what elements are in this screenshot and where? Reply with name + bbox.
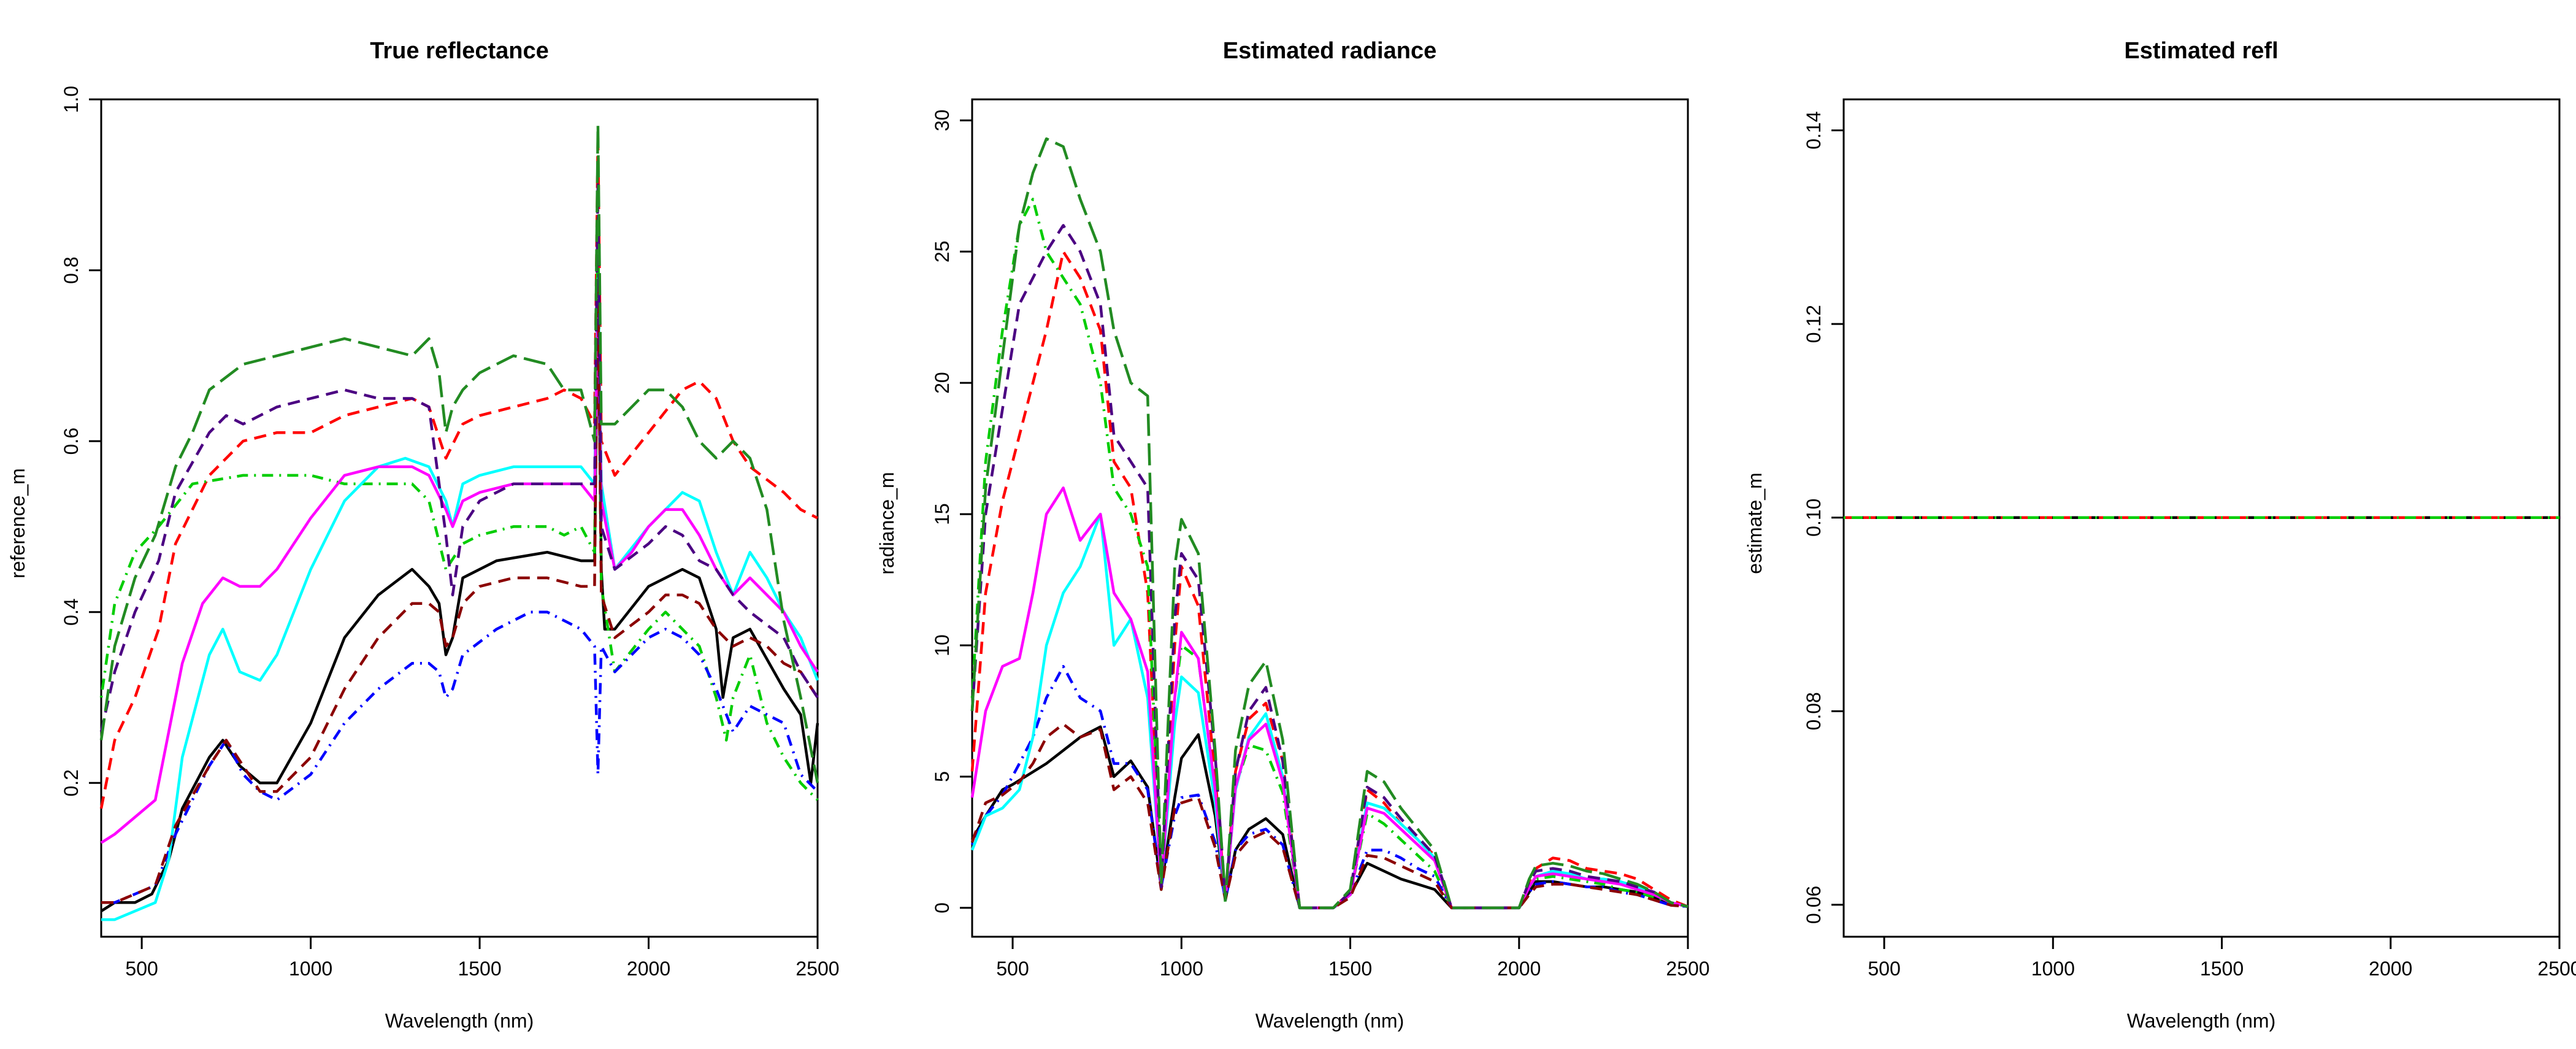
y-tick-label: 0 bbox=[931, 902, 953, 913]
series-line-4 bbox=[970, 665, 1689, 910]
series-line-5 bbox=[970, 512, 1689, 910]
series-line-6 bbox=[100, 303, 819, 844]
x-tick-label: 2500 bbox=[2537, 958, 2576, 980]
y-tick-label: 0.12 bbox=[1803, 305, 1825, 343]
y-tick-label: 0.08 bbox=[1803, 692, 1825, 730]
series-line-3 bbox=[970, 198, 1689, 910]
x-tick-label: 1500 bbox=[458, 958, 501, 980]
x-axis-label: Wavelength (nm) bbox=[1255, 1010, 1404, 1032]
plot-frame bbox=[971, 98, 1689, 938]
series-line-1 bbox=[971, 725, 1689, 910]
series-line-8 bbox=[99, 183, 819, 732]
y-tick-label: 30 bbox=[931, 109, 953, 131]
y-tick-label: 1.0 bbox=[60, 86, 82, 113]
series-line-7 bbox=[970, 723, 1689, 910]
y-tick-label: 10 bbox=[931, 634, 953, 656]
y-tick-label: 20 bbox=[931, 372, 953, 394]
x-tick-label: 2000 bbox=[2369, 958, 2412, 980]
series-line-5 bbox=[101, 277, 819, 921]
x-tick-label: 2000 bbox=[627, 958, 670, 980]
chart-title: Estimated radiance bbox=[1223, 38, 1436, 64]
series-line-2 bbox=[99, 132, 819, 809]
y-tick-label: 5 bbox=[931, 771, 953, 782]
x-tick-label: 1000 bbox=[289, 958, 332, 980]
y-axis-label: reference_m bbox=[7, 468, 29, 578]
y-tick-label: 0.4 bbox=[60, 598, 82, 625]
series-line-9 bbox=[99, 123, 819, 783]
series-line-3 bbox=[99, 209, 819, 801]
y-tick-label: 15 bbox=[931, 503, 953, 525]
x-tick-label: 2000 bbox=[1497, 958, 1541, 980]
x-tick-label: 1500 bbox=[1328, 958, 1372, 980]
panel-estimated-radiance: Estimated radiance Wavelength (nm) radia… bbox=[876, 38, 1710, 1032]
series-line-1 bbox=[100, 286, 819, 913]
panel-estimated-refl: Estimated refl Wavelength (nm) estimate_… bbox=[1744, 38, 2576, 1032]
y-tick-label: 0.8 bbox=[60, 256, 82, 283]
series-line-2 bbox=[970, 250, 1689, 910]
y-tick-label: 0.10 bbox=[1803, 499, 1825, 537]
chart-title: Estimated refl bbox=[2124, 38, 2278, 64]
series-line-7 bbox=[101, 277, 819, 904]
y-axis-label: estimate_m bbox=[1744, 472, 1766, 574]
y-axis-label: radiance_m bbox=[876, 472, 898, 574]
x-tick-label: 1000 bbox=[2031, 958, 2075, 980]
series-line-9 bbox=[970, 137, 1689, 910]
x-tick-label: 2500 bbox=[795, 958, 839, 980]
x-tick-label: 1500 bbox=[2200, 958, 2244, 980]
x-tick-label: 1000 bbox=[1160, 958, 1203, 980]
x-tick-label: 500 bbox=[125, 958, 158, 980]
x-axis-label: Wavelength (nm) bbox=[385, 1010, 534, 1032]
y-tick-label: 0.14 bbox=[1803, 111, 1825, 149]
panel-true-reflectance: True reflectance Wavelength (nm) referen… bbox=[7, 38, 840, 1032]
x-tick-label: 500 bbox=[1868, 958, 1900, 980]
x-axis-label: Wavelength (nm) bbox=[2127, 1010, 2275, 1032]
series-line-8 bbox=[970, 224, 1689, 910]
y-tick-label: 0.6 bbox=[60, 428, 82, 455]
x-tick-label: 500 bbox=[996, 958, 1029, 980]
chart-title: True reflectance bbox=[370, 38, 548, 64]
y-tick-label: 0.06 bbox=[1803, 886, 1825, 924]
y-tick-label: 0.2 bbox=[60, 769, 82, 796]
x-tick-label: 2500 bbox=[1666, 958, 1709, 980]
plot-frame bbox=[100, 98, 819, 938]
y-tick-label: 25 bbox=[931, 240, 953, 263]
